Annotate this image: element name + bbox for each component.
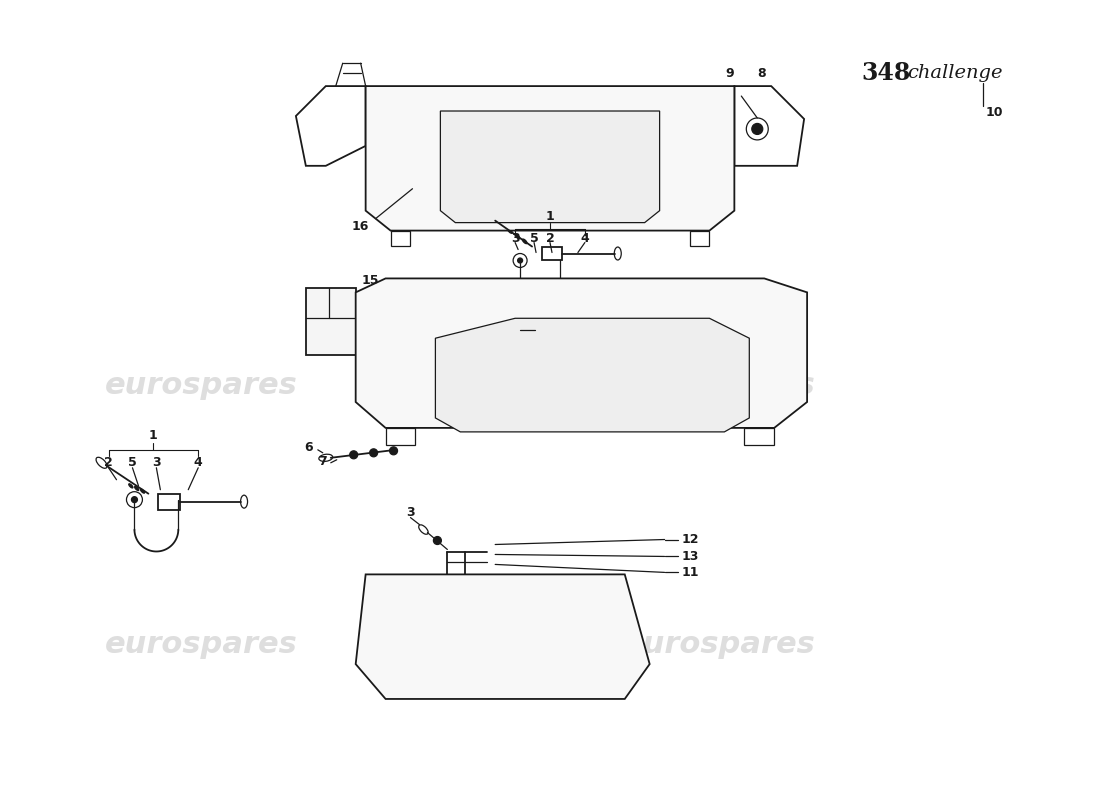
Text: 2: 2 [104,456,113,470]
Text: challenge: challenge [906,64,1002,82]
Text: 3: 3 [152,456,161,470]
Polygon shape [355,278,807,428]
Text: 1: 1 [546,210,554,223]
Ellipse shape [507,229,513,234]
Text: 9: 9 [725,66,734,80]
Polygon shape [306,288,355,355]
Text: eurospares: eurospares [623,630,816,658]
Text: 10: 10 [986,106,1003,119]
Text: 3: 3 [406,506,415,519]
Polygon shape [436,318,749,432]
Text: 11: 11 [682,566,698,579]
Text: 8: 8 [757,66,766,80]
Circle shape [370,449,377,457]
Ellipse shape [515,234,519,238]
Text: 13: 13 [682,550,698,563]
Text: 1: 1 [148,430,157,442]
Ellipse shape [134,486,139,490]
Text: 6: 6 [305,442,314,454]
Text: 4: 4 [194,456,202,470]
Text: eurospares: eurospares [104,370,298,399]
Circle shape [518,258,522,263]
Circle shape [389,447,397,455]
Circle shape [751,123,762,134]
Text: eurospares: eurospares [104,630,298,658]
Ellipse shape [522,239,527,244]
Circle shape [350,451,358,458]
Text: 5: 5 [128,456,136,470]
Text: 3: 3 [510,232,519,245]
Text: 16: 16 [352,220,370,233]
Text: 4: 4 [581,232,590,245]
Text: 5: 5 [530,232,538,245]
Text: 348: 348 [861,61,911,85]
Text: 12: 12 [682,533,698,546]
Ellipse shape [141,489,144,493]
Text: 15: 15 [362,274,380,287]
Polygon shape [355,574,650,699]
Text: eurospares: eurospares [623,370,816,399]
Ellipse shape [129,484,133,488]
Circle shape [132,497,138,502]
Polygon shape [365,86,735,230]
Text: 7: 7 [318,455,327,468]
Text: 2: 2 [546,232,554,245]
Polygon shape [440,111,660,222]
Circle shape [433,537,441,545]
